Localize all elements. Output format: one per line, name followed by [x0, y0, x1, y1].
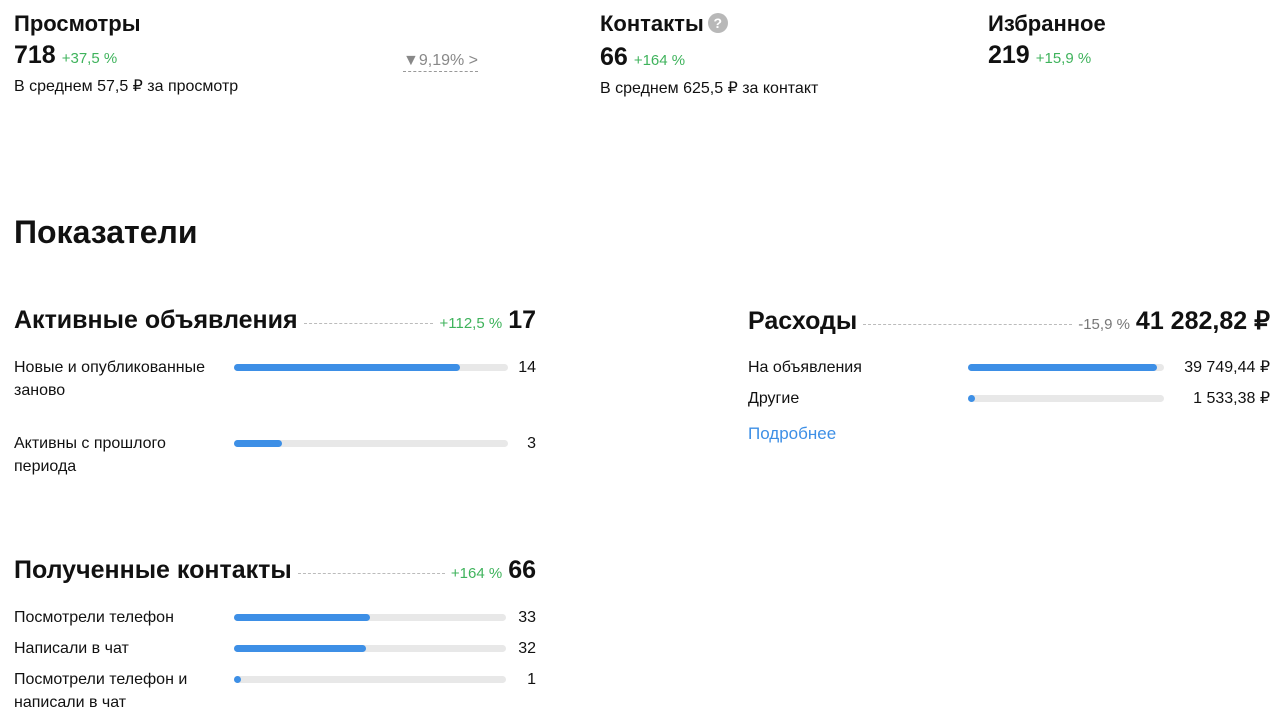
help-icon[interactable]: ?	[707, 13, 728, 33]
progress-bar	[234, 645, 506, 652]
contacts-title: Контакты	[600, 11, 704, 36]
favorites-title: Избранное	[988, 11, 1106, 36]
progress-fill	[968, 364, 1157, 371]
section-total: 41 282,82 ₽	[1135, 307, 1270, 335]
metric-value: 32	[518, 640, 536, 657]
progress-bar	[234, 676, 506, 683]
conversion-funnel-link[interactable]: ▼9,19% >	[403, 52, 479, 72]
views-delta: +37,5 %	[61, 50, 118, 67]
progress-fill	[234, 440, 283, 447]
funnel-value: 9,19%	[418, 52, 465, 69]
section-total: 66	[508, 556, 536, 584]
stat-views: Просмотры 718 +37,5 % В среднем 57,5 ₽ за…	[14, 11, 238, 96]
metric-value: 39 749,44 ₽	[1184, 359, 1270, 376]
metric-label: Написали в чат	[14, 640, 129, 657]
section-title: Расходы	[748, 307, 858, 335]
metric-label: Посмотрели телефон и написали в чат	[14, 671, 188, 711]
chevron-right-icon: >	[468, 52, 479, 69]
section-header: Расходы -15,9 % 41 282,82 ₽	[748, 306, 1270, 336]
page-heading: Показатели	[14, 214, 198, 250]
progress-bar	[234, 364, 508, 371]
metric-row: Другие 1 533,38 ₽	[748, 387, 1270, 410]
section-delta: -15,9 %	[1078, 316, 1130, 333]
progress-fill	[234, 614, 370, 621]
views-avg: В среднем 57,5 ₽ за просмотр	[14, 78, 239, 95]
more-details-link[interactable]: Подробнее	[748, 424, 837, 443]
progress-fill	[968, 395, 976, 402]
stat-favorites: Избранное 219 +15,9 %	[988, 11, 1106, 70]
progress-bar	[968, 364, 1164, 371]
metric-value: 14	[518, 359, 536, 376]
metric-value: 1 533,38 ₽	[1193, 390, 1270, 407]
dotted-leader	[303, 323, 434, 324]
section-total: 17	[508, 306, 536, 334]
section-received-contacts: Полученные контакты +164 % 66 Посмотрели…	[14, 556, 536, 711]
contacts-value: 66	[600, 43, 628, 71]
metric-row: Новые и опубликованные заново 14	[14, 356, 536, 402]
funnel-icon: ▼	[403, 52, 419, 69]
contacts-avg: В среднем 625,5 ₽ за контакт	[600, 80, 819, 97]
section-header: Активные объявления +112,5 % 17	[14, 306, 536, 335]
metric-label: Другие	[748, 390, 800, 407]
section-title: Активные объявления	[14, 306, 298, 334]
metric-row: Активны с прошлого периода 3	[14, 432, 536, 478]
section-expenses: Расходы -15,9 % 41 282,82 ₽ На объявлени…	[748, 306, 1270, 407]
metric-label: Новые и опубликованные заново	[14, 359, 206, 399]
progress-bar	[234, 440, 508, 447]
progress-fill	[234, 364, 460, 371]
metric-row: Посмотрели телефон 33	[14, 606, 536, 629]
views-value: 718	[14, 41, 56, 69]
stat-contacts: Контакты? 66 +164 % В среднем 625,5 ₽ за …	[600, 11, 818, 98]
section-header: Полученные контакты +164 % 66	[14, 556, 536, 585]
progress-fill	[234, 676, 241, 683]
dotted-leader	[863, 324, 1073, 325]
progress-fill	[234, 645, 366, 652]
metric-label: На объявления	[748, 359, 862, 376]
metric-row: Посмотрели телефон и написали в чат 1	[14, 668, 536, 714]
section-delta: +112,5 %	[439, 315, 503, 332]
progress-bar	[234, 614, 506, 621]
metric-value: 3	[527, 435, 536, 452]
progress-bar	[968, 395, 1164, 402]
metric-row: На объявления 39 749,44 ₽	[748, 356, 1270, 379]
metric-label: Посмотрели телефон	[14, 609, 174, 626]
section-delta: +164 %	[450, 565, 503, 582]
metric-value: 33	[518, 609, 536, 626]
section-title: Полученные контакты	[14, 556, 292, 584]
metric-label: Активны с прошлого периода	[14, 435, 166, 475]
favorites-delta: +15,9 %	[1035, 50, 1092, 67]
dotted-leader	[297, 573, 445, 574]
section-active-ads: Активные объявления +112,5 % 17 Новые и …	[14, 306, 536, 475]
views-title: Просмотры	[14, 11, 141, 36]
contacts-delta: +164 %	[633, 52, 686, 69]
favorites-value: 219	[988, 41, 1030, 69]
metric-value: 1	[527, 671, 536, 688]
metric-row: Написали в чат 32	[14, 637, 536, 660]
